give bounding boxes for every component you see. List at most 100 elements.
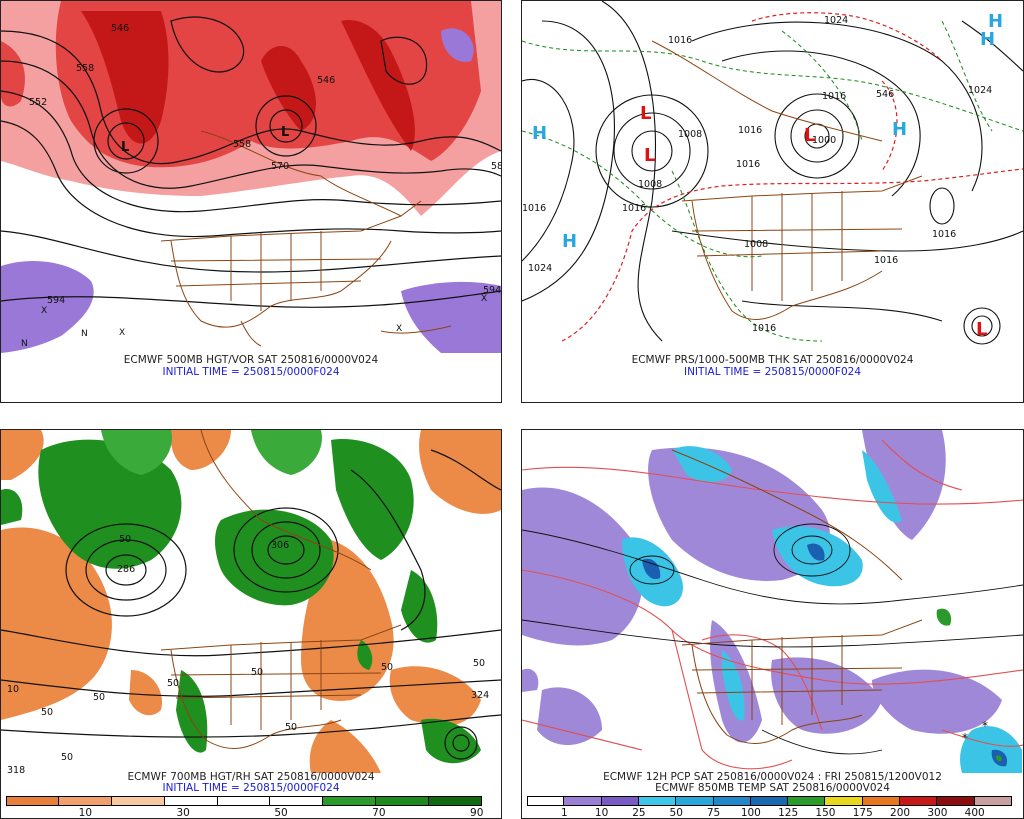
contour-label: 594: [483, 285, 501, 296]
high-marker: H: [988, 11, 1003, 32]
map-precip-svg: * *: [522, 430, 1023, 773]
contour-label: 50: [167, 678, 179, 689]
colorbar-tick-label: 400: [964, 807, 985, 819]
caption-850temp: ECMWF 850MB TEMP SAT 250816/0000V024: [655, 782, 890, 794]
map-500mb: 546 558 552 546 558 570 594 594 58 L L X…: [1, 1, 501, 353]
contour-label: 50: [93, 692, 105, 703]
neg-vorticity-sw: [1, 261, 94, 353]
contour-label: 558: [76, 63, 94, 74]
isobar-label: 1024: [968, 85, 992, 96]
isobar-label: 1024: [528, 263, 552, 274]
colorbar-segment: [937, 796, 975, 806]
colorbar-tick-label: 90: [470, 807, 484, 819]
contour-label: 324: [471, 690, 489, 701]
colorbar-tick-label: 50: [274, 807, 288, 819]
low-marker: L: [121, 140, 129, 155]
isobar-label: 1016: [522, 203, 546, 214]
contour-label: 286: [117, 564, 135, 575]
isobar-label: 1016: [622, 203, 646, 214]
storm-symbol: *: [962, 731, 968, 745]
n-mark: N: [81, 329, 88, 339]
map-700mb: 10 50 50 50 50 50 50 50 324 318 50 50 28…: [1, 430, 501, 773]
colorbar-segment: [323, 796, 377, 806]
low-marker: L: [640, 103, 651, 124]
political-borders: [160, 430, 402, 749]
isobar-label: 1016: [932, 229, 956, 240]
isobar-label: 1016: [738, 125, 762, 136]
contour-label: 318: [7, 765, 25, 773]
colorbar-segment: [601, 796, 639, 806]
map-500mb-svg: 546 558 552 546 558 570 594 594 58 L L X…: [1, 1, 501, 353]
precip-heavy: [642, 543, 1008, 767]
isobar-label: 1000: [812, 135, 836, 146]
x-mark: X: [481, 294, 487, 304]
political-borders: [671, 449, 923, 744]
rh-colorbar-ticks: 10 30 50 70 90: [6, 807, 484, 819]
map-precip: * *: [522, 430, 1023, 773]
low-marker: L: [976, 319, 987, 340]
thickness-label: 546: [876, 89, 894, 100]
colorbar-segment: [676, 796, 714, 806]
panel-mslp-thickness: 1024 1016 1016 1008 1024 1016 1016 1016 …: [521, 0, 1024, 403]
colorbar-segment: [376, 796, 430, 806]
contour-label: 570: [271, 161, 289, 172]
pressure-centers: H H H L L L H H L: [532, 11, 1003, 340]
initial-time-500mb: INITIAL TIME = 250815/0000F024: [162, 366, 340, 378]
contour-label: 552: [29, 97, 47, 108]
high-marker: H: [980, 29, 995, 50]
colorbar-tick-label: 10: [78, 807, 93, 819]
colorbar-segment: [900, 796, 938, 806]
vorticity-core-1: [81, 11, 169, 144]
isobars: [522, 523, 1023, 755]
colorbar-segment: [862, 796, 901, 806]
vorticity-core-3: [341, 20, 415, 151]
colorbar-segment: [788, 796, 826, 806]
rh-colorbar: [6, 796, 482, 806]
colorbar-segment: [825, 796, 863, 806]
colorbar-tick-label: 125: [778, 807, 799, 819]
colorbar-segment: [750, 796, 789, 806]
high-marker: H: [892, 119, 907, 140]
x-mark: X: [119, 328, 125, 338]
colorbar-segment: [111, 796, 165, 806]
caption-mslp: ECMWF PRS/1000-500MB THK SAT 250816/0000…: [631, 354, 914, 366]
isobar-label: 1016: [822, 91, 846, 102]
isobar-label: 1008: [638, 179, 662, 190]
contour-label: 306: [271, 540, 289, 551]
caption-700mb: ECMWF 700MB HGT/RH SAT 250816/0000V024: [127, 771, 375, 783]
contour-label: 50: [285, 722, 297, 733]
contour-label: 558: [233, 139, 251, 150]
colorbar-segment: [638, 796, 677, 806]
isobar-label: 1016: [668, 35, 692, 46]
colorbar-tick-label: 150: [815, 807, 836, 819]
thickness-contours-cool: [522, 20, 1023, 342]
precip-colorbar: [527, 796, 1012, 806]
panel-500mb-hgt-vor: 546 558 552 546 558 570 594 594 58 L L X…: [0, 0, 502, 403]
contour-label: 546: [317, 75, 335, 86]
n-mark: N: [21, 339, 28, 349]
low-marker: L: [281, 125, 289, 140]
pressure-centers: L L: [121, 125, 289, 155]
isobar-label: 1008: [744, 239, 768, 250]
caption-500mb: ECMWF 500MB HGT/VOR SAT 250816/0000V024: [123, 354, 379, 366]
colorbar-segment: [164, 796, 218, 806]
thickness-contours-warm: [561, 12, 1023, 342]
caption-precip: ECMWF 12H PCP SAT 250816/0000V024 : FRI …: [603, 771, 942, 783]
colorbar-tick-label: 75: [706, 807, 721, 819]
panel-precip-850temp: * * ECMWF 12H PCP SAT 250816/0000V024 : …: [521, 429, 1024, 819]
vorticity-west: [1, 41, 25, 107]
colorbar-tick-label: 25: [632, 807, 646, 819]
low-marker: L: [644, 145, 655, 166]
isobar-label: 1024: [824, 15, 848, 26]
colorbar-tick-label: 1: [560, 807, 568, 819]
x-mark: X: [41, 306, 47, 316]
colorbar-tick-label: 50: [669, 807, 683, 819]
colorbar-segment: [713, 796, 751, 806]
isobar-label: 1016: [874, 255, 898, 266]
isobar-label: 1016: [752, 323, 776, 334]
initial-time-mslp: INITIAL TIME = 250815/0000F024: [683, 366, 862, 378]
map-700mb-svg: 10 50 50 50 50 50 50 50 324 318 50 50 28…: [1, 430, 501, 773]
contour-label: 50: [61, 752, 73, 763]
colorbar-tick-label: 300: [927, 807, 948, 819]
precip-very-heavy: [936, 608, 1002, 762]
